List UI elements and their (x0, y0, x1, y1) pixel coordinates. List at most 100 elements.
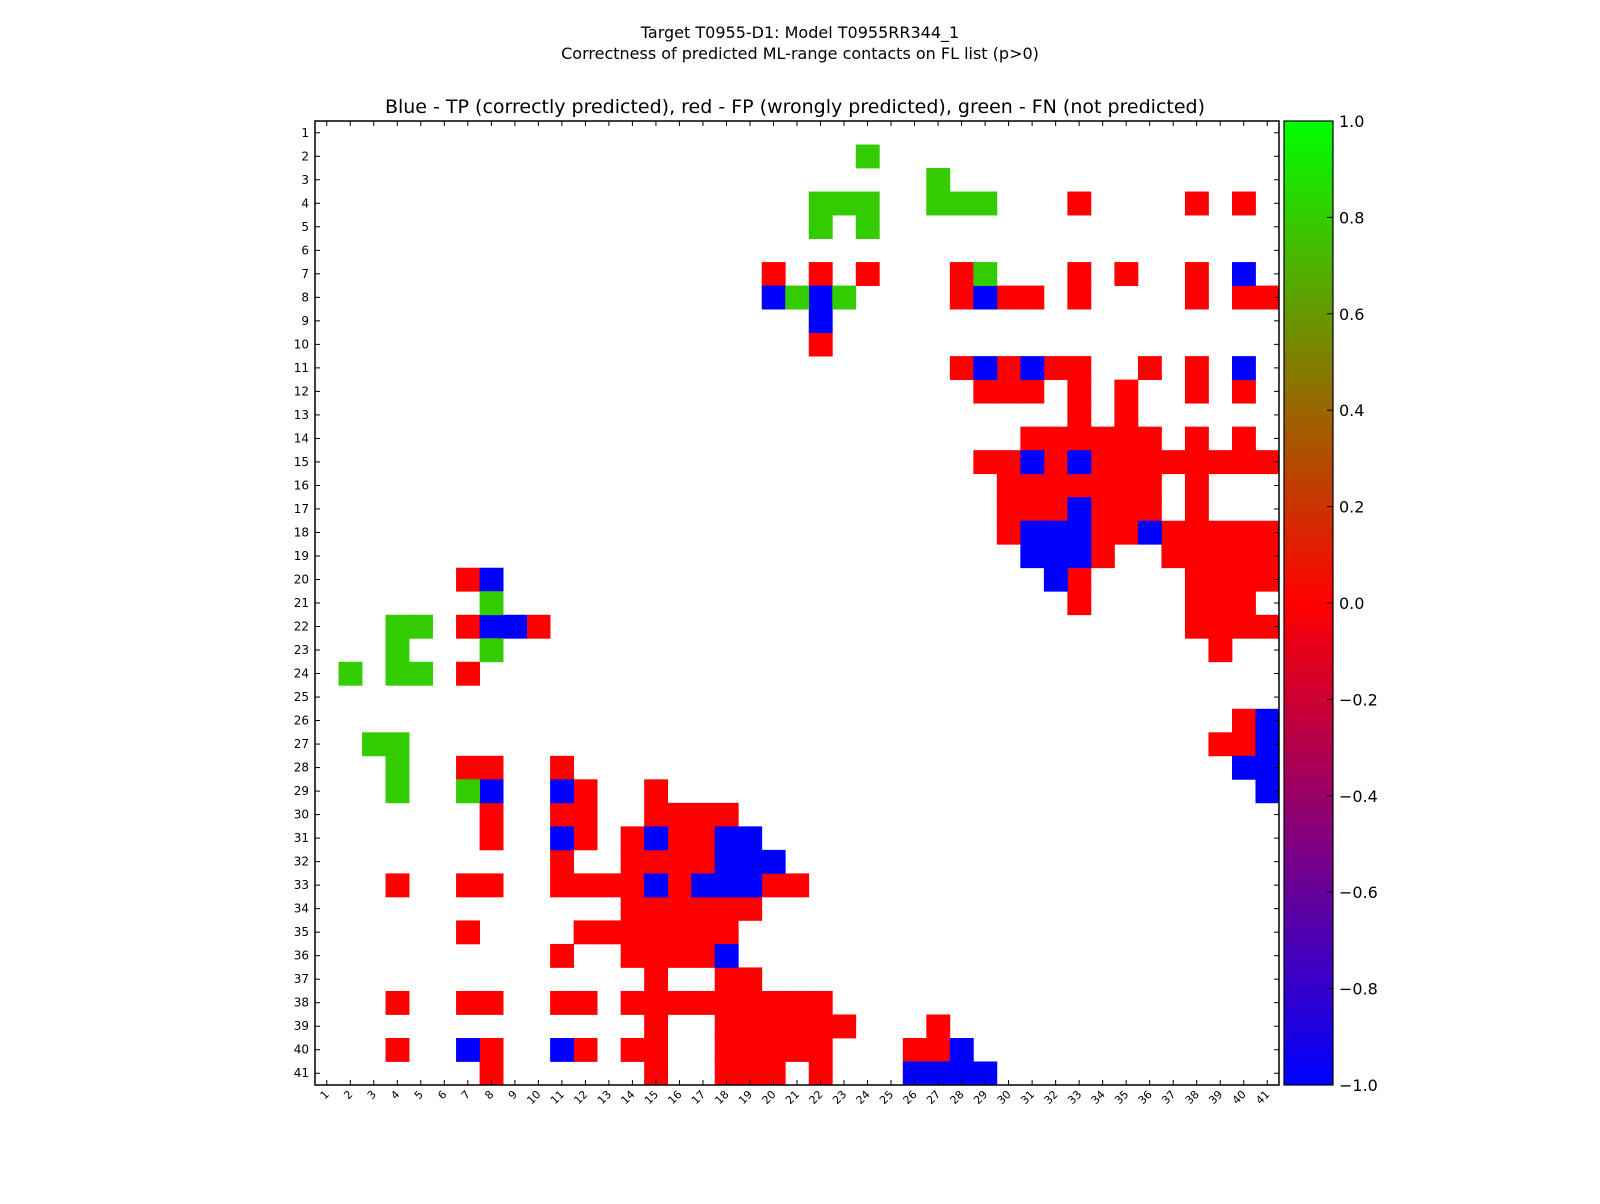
y-tick-label: 14 (294, 431, 309, 445)
axis-ticks: 1234567891011121314151617181920212223242… (294, 121, 1279, 1107)
x-tick-label: 16 (665, 1088, 684, 1107)
cell-fp-39-20 (761, 1014, 786, 1039)
cell-fn-4-29 (973, 191, 998, 216)
cell-fp-19-34 (1090, 544, 1115, 569)
x-tick-label: 39 (1206, 1088, 1225, 1107)
cell-tp-29-41 (1255, 779, 1280, 804)
cell-fp-38-15 (644, 990, 669, 1015)
colorbar (1283, 120, 1334, 1086)
cell-fp-17-34 (1090, 497, 1115, 522)
cell-fn-27-3 (362, 732, 386, 757)
cell-fp-7-20 (761, 262, 786, 286)
cell-fp-40-8 (479, 1037, 504, 1062)
cell-fp-22-10 (526, 614, 551, 639)
cell-fp-35-12 (573, 920, 598, 945)
cell-fn-21-8 (479, 591, 504, 616)
y-tick-label: 33 (294, 878, 309, 892)
cell-fp-35-16 (667, 920, 692, 945)
cell-fp-29-15 (644, 779, 669, 804)
cell-fn-4-28 (949, 191, 974, 216)
colorbar-ticks: 1.0 0.8 0.6 0.4 0.2 0.0 −0.2 −0.4 −0.6 −0.8 −1.0 (1327, 112, 1378, 1095)
cell-fp-11-36 (1137, 356, 1162, 381)
chart-title: Blue - TP (correctly predicted), red - F… (385, 96, 1205, 118)
cell-tp-15-31 (1020, 450, 1045, 475)
cell-fp-15-40 (1231, 450, 1256, 475)
cell-fn-8-23 (832, 285, 857, 310)
cell-fp-38-21 (785, 990, 810, 1015)
cell-tp-11-29 (973, 356, 998, 381)
x-tick-label: 21 (783, 1088, 802, 1107)
cell-fp-39-22 (808, 1014, 833, 1039)
cell-fp-40-19 (738, 1037, 763, 1062)
cell-fp-40-20 (761, 1037, 786, 1062)
cell-tp-40-28 (949, 1037, 974, 1062)
cell-fp-38-12 (573, 990, 598, 1015)
cell-fp-38-16 (667, 990, 692, 1015)
y-tick-label: 29 (294, 784, 309, 798)
colorbar-tick-label: 0.8 (1339, 208, 1364, 227)
cell-fp-15-38 (1184, 450, 1209, 475)
cell-fp-36-11 (550, 943, 575, 968)
cell-tp-31-15 (644, 826, 669, 851)
cell-fp-22-7 (456, 614, 480, 639)
cell-fn-3-27 (926, 168, 951, 192)
cell-fp-38-18 (714, 990, 739, 1015)
cell-fp-14-36 (1137, 426, 1162, 451)
cell-fp-38-7 (456, 990, 480, 1015)
cell-fp-38-22 (808, 990, 833, 1015)
x-tick-label: 31 (1018, 1088, 1037, 1107)
cell-fp-4-40 (1231, 191, 1256, 216)
cell-fp-32-15 (644, 849, 669, 874)
cell-fp-17-30 (996, 497, 1021, 522)
x-tick-label: 28 (948, 1088, 967, 1107)
cell-fp-33-21 (785, 873, 810, 898)
cell-fp-12-29 (973, 379, 998, 404)
cell-fp-17-35 (1114, 497, 1139, 522)
cell-fp-38-11 (550, 990, 575, 1015)
cell-fp-39-19 (738, 1014, 763, 1039)
cell-fn-4-22 (808, 191, 833, 216)
cell-tp-33-18 (714, 873, 739, 898)
colorbar-tick-label: 0.4 (1339, 401, 1364, 420)
x-tick-label: 19 (736, 1088, 755, 1107)
cell-fp-18-41 (1255, 520, 1280, 545)
cell-fp-31-16 (667, 826, 692, 851)
cell-fp-22-41 (1255, 614, 1280, 639)
cell-tp-32-18 (714, 849, 739, 874)
cell-fp-24-7 (456, 661, 480, 686)
x-tick-label: 37 (1159, 1088, 1178, 1107)
cell-fp-16-30 (996, 473, 1021, 498)
cell-fp-8-41 (1255, 285, 1280, 310)
cell-fp-18-40 (1231, 520, 1256, 545)
cell-tp-33-15 (644, 873, 669, 898)
cell-fp-15-39 (1208, 450, 1233, 475)
cell-tp-11-31 (1020, 356, 1045, 381)
cell-tp-41-26 (902, 1061, 927, 1086)
x-tick-label: 14 (618, 1088, 637, 1107)
x-tick-label: 10 (524, 1088, 543, 1107)
cell-fp-7-28 (949, 262, 974, 286)
y-tick-label: 19 (294, 549, 309, 563)
cell-tp-41-28 (949, 1061, 974, 1086)
y-tick-label: 26 (294, 714, 309, 728)
cell-fp-17-38 (1184, 497, 1209, 522)
cell-tp-29-8 (479, 779, 504, 804)
cell-fn-5-22 (808, 215, 833, 239)
cell-tp-26-41 (1255, 708, 1280, 733)
colorbar-tick-label: −0.8 (1339, 980, 1378, 999)
cell-fn-23-4 (385, 638, 410, 663)
cell-tp-7-40 (1231, 262, 1256, 286)
cell-fp-20-7 (456, 567, 480, 592)
cell-fp-20-39 (1208, 567, 1233, 592)
cell-fp-31-14 (620, 826, 645, 851)
cell-fp-40-27 (926, 1037, 951, 1062)
x-tick-label: 33 (1065, 1088, 1084, 1107)
cell-fp-36-14 (620, 943, 645, 968)
cell-tp-18-31 (1020, 520, 1045, 545)
cell-fp-20-38 (1184, 567, 1209, 592)
y-tick-label: 5 (301, 220, 309, 234)
cell-fp-38-20 (761, 990, 786, 1015)
y-tick-label: 38 (294, 996, 309, 1010)
cell-fp-7-35 (1114, 262, 1139, 286)
cell-fp-8-30 (996, 285, 1021, 310)
